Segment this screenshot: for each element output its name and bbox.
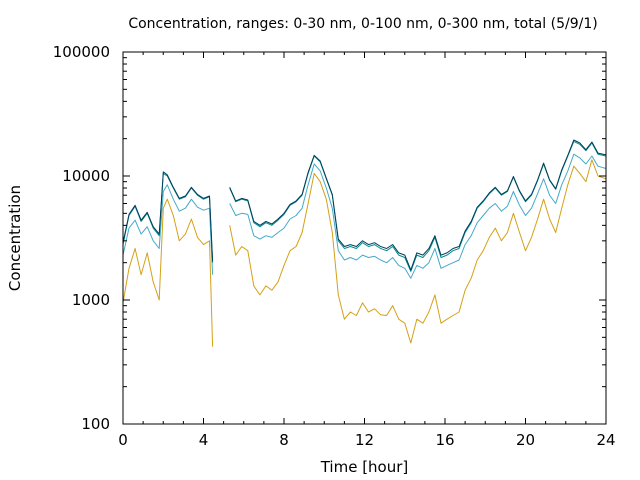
series-0-line-segment	[122, 198, 214, 347]
x-tick-label: 20	[516, 431, 535, 449]
series-1-line-segment	[122, 184, 214, 275]
x-axis-label: Time [hour]	[320, 458, 409, 476]
x-tick-label: 24	[596, 431, 615, 449]
series-3-line-segment	[122, 171, 214, 262]
tick-layer: 0 4 8 12 16 20 24 100 1000 10000 100000	[53, 43, 616, 449]
series-1	[122, 153, 607, 279]
series-3	[122, 139, 607, 271]
series-0	[122, 159, 607, 347]
series-3-line-segment	[229, 139, 607, 271]
x-tick-label: 12	[355, 431, 374, 449]
x-tick-label: 4	[199, 431, 209, 449]
x-tick-label: 16	[435, 431, 454, 449]
x-tick-label: 8	[279, 431, 289, 449]
y-axis-label: Concentration	[6, 185, 24, 291]
chart-title: Concentration, ranges: 0-30 nm, 0-100 nm…	[128, 16, 597, 32]
y-tick-label: 1000	[72, 291, 110, 309]
y-tick-label: 100	[81, 415, 110, 433]
y-tick-label: 10000	[62, 167, 110, 185]
x-tick-label: 0	[118, 431, 128, 449]
y-tick-label: 100000	[53, 43, 110, 61]
series-layer	[122, 139, 607, 347]
series-1-line-segment	[229, 153, 607, 279]
series-0-line-segment	[229, 159, 607, 344]
